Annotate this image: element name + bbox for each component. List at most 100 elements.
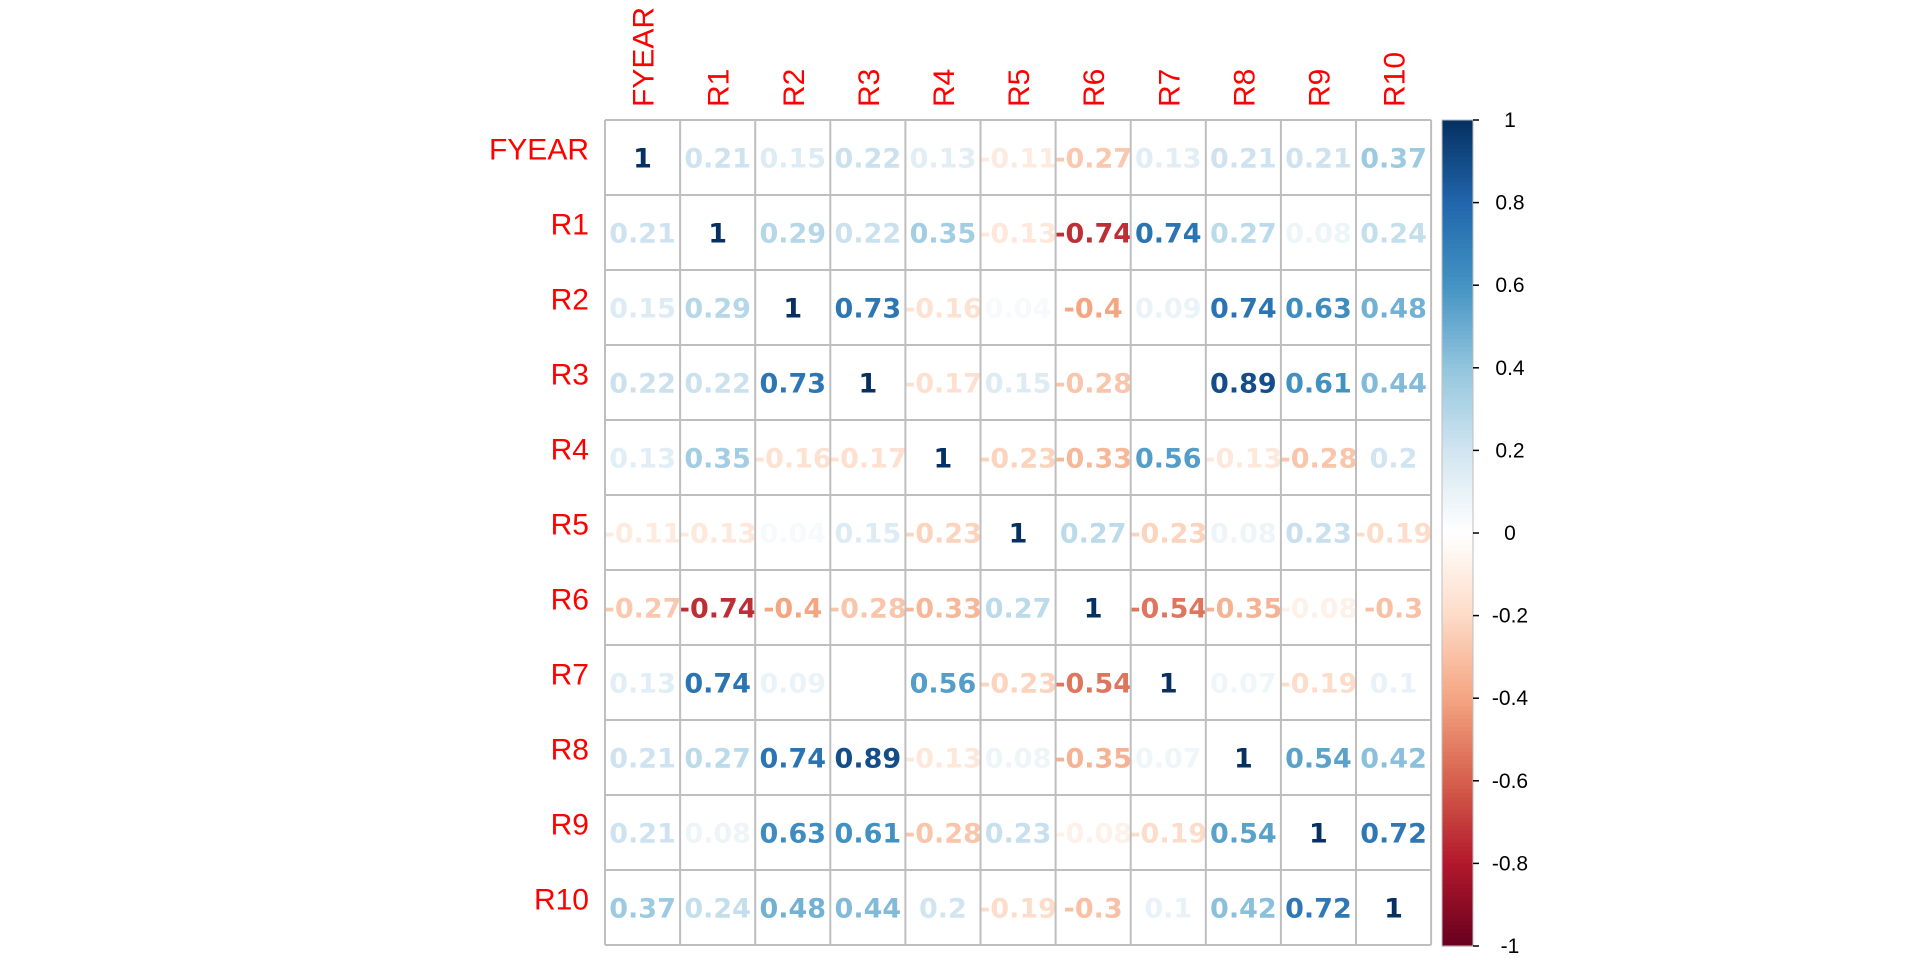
colorbar-segment (1442, 615, 1473, 621)
colorbar-segment (1442, 594, 1473, 600)
cell-value-r9-r6: -0.08 (1054, 819, 1132, 850)
cell-value-r9-r1: 0.08 (684, 819, 751, 850)
colorbar-segment (1442, 148, 1473, 154)
row-label-r2: R2 (551, 284, 589, 317)
colorbar-segment (1442, 450, 1473, 456)
colorbar-segment (1442, 817, 1473, 823)
colorbar-segment (1442, 727, 1473, 732)
colorbar-segment (1442, 425, 1473, 431)
colorbar-tick-label: 0.6 (1495, 274, 1524, 297)
colorbar-segment (1442, 289, 1473, 295)
colorbar-segment (1442, 338, 1473, 344)
colorbar-segment (1442, 607, 1473, 613)
colorbar-segment (1442, 859, 1473, 864)
colorbar-segment (1442, 578, 1473, 584)
colorbar-segment (1442, 520, 1473, 526)
column-label-fyear: FYEAR (628, 7, 661, 107)
colorbar-segment (1442, 404, 1473, 410)
cell-value-r9-r5: 0.23 (985, 819, 1052, 850)
colorbar-segment (1442, 694, 1473, 699)
colorbar-segment (1442, 710, 1473, 716)
cell-value-r2-r9: 0.63 (1285, 294, 1352, 325)
cell-value-r4-r2: -0.16 (754, 444, 832, 475)
cell-value-r9-r4: -0.28 (904, 819, 982, 850)
cell-value-r5-r7: -0.23 (1129, 519, 1207, 550)
cell-value-r10-r6: -0.3 (1064, 894, 1123, 925)
colorbar-segment (1442, 132, 1473, 138)
cell-value-r10-r2: 0.48 (759, 894, 826, 925)
cell-value-r2-r5: 0.04 (985, 294, 1052, 325)
row-label-r7: R7 (551, 659, 589, 692)
colorbar-segment (1442, 822, 1473, 827)
colorbar-segment (1442, 516, 1473, 522)
cell-value-fyear-r9: 0.21 (1285, 144, 1352, 175)
colorbar-segment (1442, 471, 1473, 476)
colorbar-segment (1442, 371, 1473, 377)
colorbar-segment (1442, 210, 1473, 216)
colorbar-segment (1442, 140, 1473, 146)
colorbar-segment (1442, 809, 1473, 815)
colorbar-segment (1442, 309, 1473, 315)
colorbar-segment (1442, 466, 1473, 472)
cell-value-fyear-r3: 0.22 (835, 144, 902, 175)
cell-value-r7-r4: 0.56 (910, 669, 977, 700)
colorbar-segment (1442, 611, 1473, 617)
cell-value-r10-r3: 0.44 (835, 894, 902, 925)
colorbar-segment (1442, 661, 1473, 666)
cell-value-r8-r9: 0.54 (1285, 744, 1352, 775)
row-label-r6: R6 (551, 584, 589, 617)
colorbar-segment (1442, 706, 1473, 712)
cell-value-r8-r7: 0.07 (1135, 744, 1202, 775)
colorbar-segment (1442, 326, 1473, 332)
colorbar-segment (1442, 173, 1473, 179)
colorbar-segment (1442, 409, 1473, 414)
cell-value-fyear-r5: -0.11 (979, 144, 1057, 175)
colorbar-segment (1442, 421, 1473, 427)
colorbar-segment (1442, 285, 1473, 290)
cell-value-r6-fyear: -0.27 (604, 594, 682, 625)
colorbar-segment (1442, 293, 1473, 299)
colorbar-segment (1442, 231, 1473, 237)
colorbar-segment (1442, 330, 1473, 336)
colorbar-segment (1442, 714, 1473, 720)
colorbar-segment (1442, 252, 1473, 257)
colorbar-segment (1442, 937, 1473, 943)
cell-value-fyear-r7: 0.13 (1135, 144, 1202, 175)
colorbar-segment (1442, 504, 1473, 509)
colorbar-segment (1442, 165, 1473, 171)
colorbar-segment (1442, 553, 1473, 559)
colorbar-segment (1442, 198, 1473, 204)
cell-value-r5-fyear: -0.11 (604, 519, 682, 550)
cell-value-r2-r4: -0.16 (904, 294, 982, 325)
cell-value-r7-r6: -0.54 (1054, 669, 1132, 700)
cell-value-r9-fyear: 0.21 (609, 819, 676, 850)
cell-value-r9-r8: 0.54 (1210, 819, 1277, 850)
colorbar-segment (1442, 751, 1473, 757)
cell-value-r3-r6: -0.28 (1054, 369, 1132, 400)
cell-value-r6-r10: -0.3 (1364, 594, 1423, 625)
cell-value-r2-r3: 0.73 (835, 294, 902, 325)
colorbar-segment (1442, 483, 1473, 489)
colorbar-segment (1442, 764, 1473, 770)
colorbar-segment (1442, 933, 1473, 939)
cell-value-r2-r7: 0.09 (1135, 294, 1202, 325)
column-label-r9: R9 (1303, 69, 1336, 107)
colorbar-segment (1442, 871, 1473, 877)
colorbar-segment (1442, 491, 1473, 497)
cell-value-r4-r1: 0.35 (684, 444, 751, 475)
colorbar-segment (1442, 867, 1473, 873)
colorbar-segment (1442, 888, 1473, 893)
colorbar-segment (1442, 838, 1473, 844)
colorbar-segment (1442, 454, 1473, 460)
colorbar-segment (1442, 495, 1473, 501)
colorbar-segment (1442, 227, 1473, 233)
colorbar-segment (1442, 590, 1473, 596)
colorbar-segment (1442, 698, 1473, 703)
colorbar-segment (1442, 652, 1473, 658)
colorbar-tick-label: -0.6 (1492, 770, 1528, 793)
colorbar-segment (1442, 206, 1473, 212)
colorbar-segment (1442, 627, 1473, 633)
colorbar-tick-label: -0.4 (1492, 687, 1529, 710)
colorbar-segment (1442, 248, 1473, 253)
cell-value-r3-r5: 0.15 (985, 369, 1052, 400)
